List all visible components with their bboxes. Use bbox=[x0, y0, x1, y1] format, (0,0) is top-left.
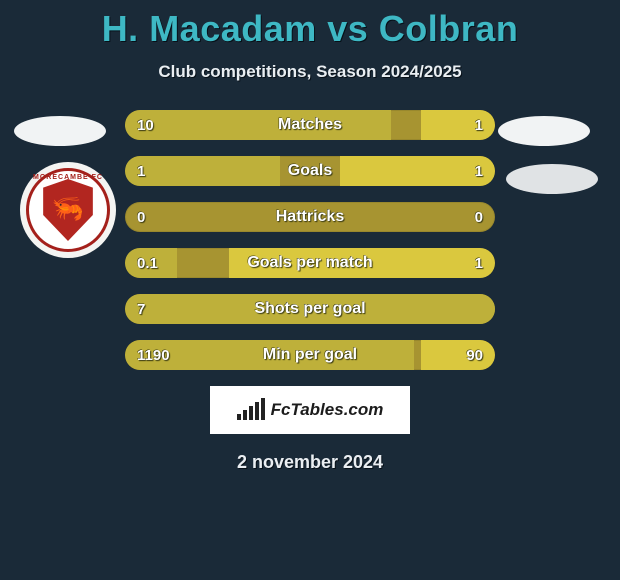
page-subtitle: Club competitions, Season 2024/2025 bbox=[0, 62, 620, 82]
stat-label: Hattricks bbox=[125, 202, 495, 232]
stat-right-value: 1 bbox=[463, 156, 495, 186]
shrimp-icon: 🦐 bbox=[52, 195, 84, 221]
stat-row: 0.1Goals per match1 bbox=[125, 248, 495, 278]
snapshot-date: 2 november 2024 bbox=[0, 452, 620, 473]
page-title: H. Macadam vs Colbran bbox=[0, 0, 620, 50]
left-logo-placeholder-ellipse bbox=[14, 116, 106, 146]
club-badge-shield: 🦐 bbox=[41, 179, 95, 241]
right-logo-placeholder-ellipse-1 bbox=[498, 116, 590, 146]
stat-label: Min per goal bbox=[125, 340, 495, 370]
brand-panel: FcTables.com bbox=[210, 386, 410, 434]
stat-rows: 10Matches11Goals10Hattricks00.1Goals per… bbox=[125, 110, 495, 370]
stat-right-value: 1 bbox=[463, 110, 495, 140]
right-logo-placeholder-ellipse-2 bbox=[506, 164, 598, 194]
stat-row: 10Matches1 bbox=[125, 110, 495, 140]
stat-label: Goals per match bbox=[125, 248, 495, 278]
stat-row: 0Hattricks0 bbox=[125, 202, 495, 232]
stat-row: 7Shots per goal bbox=[125, 294, 495, 324]
club-badge: MORECAMBE FC 🦐 bbox=[20, 162, 116, 258]
brand-text: FcTables.com bbox=[271, 400, 384, 420]
stat-label: Goals bbox=[125, 156, 495, 186]
club-badge-ring: MORECAMBE FC 🦐 bbox=[26, 168, 110, 252]
stat-right-value: 0 bbox=[463, 202, 495, 232]
stat-label: Shots per goal bbox=[125, 294, 495, 324]
brand-bar bbox=[249, 406, 253, 420]
stat-right-value: 90 bbox=[454, 340, 495, 370]
stat-row: 1Goals1 bbox=[125, 156, 495, 186]
brand-bar bbox=[261, 398, 265, 420]
stat-row: 1190Min per goal90 bbox=[125, 340, 495, 370]
stat-label: Matches bbox=[125, 110, 495, 140]
stat-right-value: 1 bbox=[463, 248, 495, 278]
comparison-stage: MORECAMBE FC 🦐 10Matches11Goals10Hattric… bbox=[0, 110, 620, 473]
brand-bar bbox=[255, 402, 259, 420]
brand-bars-icon bbox=[237, 400, 265, 420]
brand-bar bbox=[243, 410, 247, 420]
brand-bar bbox=[237, 414, 241, 420]
